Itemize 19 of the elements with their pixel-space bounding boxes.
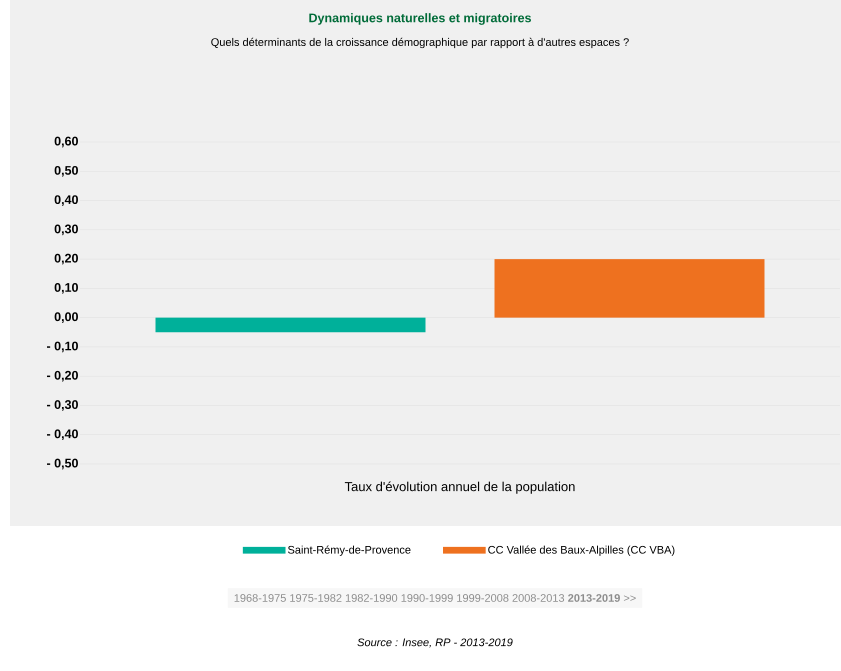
y-tick-label: - 0,10 [46, 342, 78, 352]
y-tick-label: 0,50 [54, 166, 78, 177]
y-tick-label: 0,00 [54, 312, 78, 323]
chart-title: Dynamiques naturelles et migratoires [309, 13, 531, 25]
x-tick-label: Taux d'évolution annuel de la population [344, 482, 575, 494]
y-tick-label: 0,20 [54, 254, 78, 264]
chart-subtitle: Quels déterminants de la croissance démographique par rapport à d'autres espaces ? [211, 38, 629, 48]
legend-label: Saint-Rémy-de-Provence [288, 545, 411, 556]
y-tick-label: - 0,20 [46, 370, 78, 382]
y-tick-label: 0,40 [54, 195, 78, 206]
y-tick-label: 0,60 [54, 136, 78, 148]
text: 1968-1975 1975-1982 1982-1990 1990-1999 1999-2008 2008-2013 2013-2019 >> [234, 594, 636, 602]
y-tick-label: 0,10 [54, 283, 78, 294]
legend-label: CC Vallée des Baux-Alpilles (CC VBA) [488, 545, 674, 556]
text: Source : Insee, RP - 2013-2019 [357, 638, 513, 648]
y-tick-label: - 0,40 [46, 429, 78, 440]
y-tick-label: 0,30 [54, 224, 78, 236]
y-tick-label: - 0,30 [46, 400, 78, 411]
y-tick-label: - 0,50 [46, 458, 78, 470]
